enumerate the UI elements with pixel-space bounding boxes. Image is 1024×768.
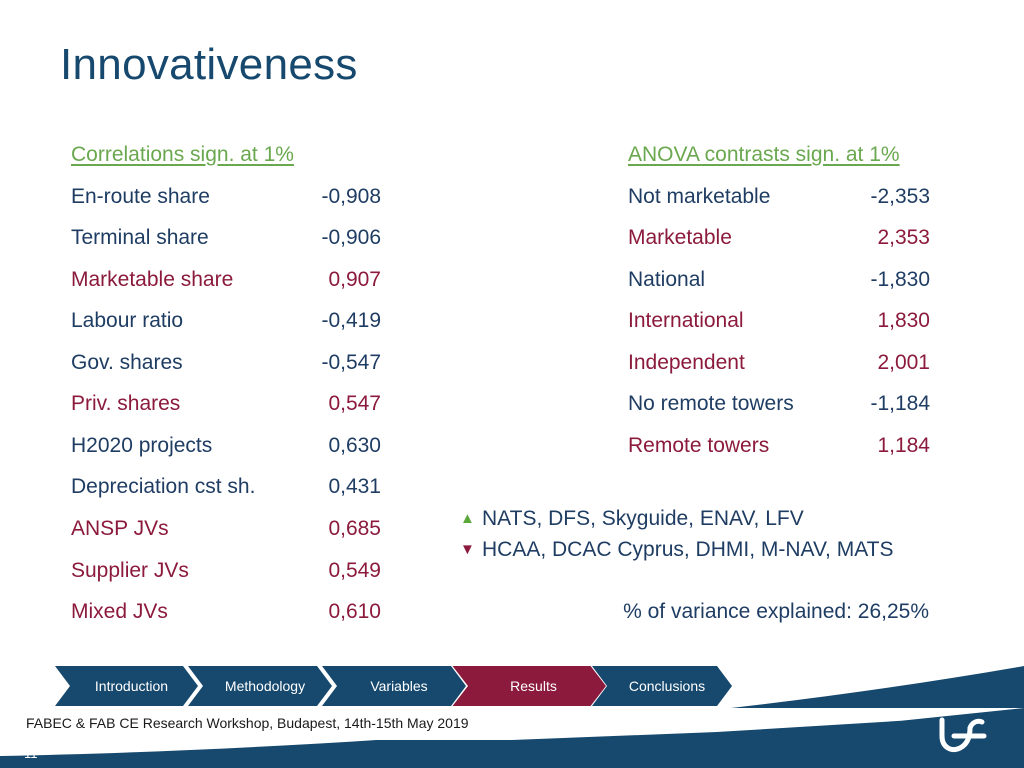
row-label: ANSP JVs <box>71 517 169 540</box>
table-row: Gov. shares -0,547 <box>71 348 381 378</box>
table-row: Supplier JVs 0,549 <box>71 556 381 586</box>
row-value: 0,630 <box>328 434 381 457</box>
row-value: 1,184 <box>877 434 930 457</box>
footer-wave <box>0 666 1024 768</box>
legend-down: ▼ HCAA, DCAC Cyprus, DHMI, M-NAV, MATS <box>460 538 894 562</box>
row-value: -1,184 <box>870 392 930 415</box>
row-label: National <box>628 268 706 291</box>
row-value: 1,830 <box>877 309 930 332</box>
nav-methodology[interactable]: Methodology <box>224 678 306 694</box>
row-value: -0,908 <box>321 185 381 208</box>
row-value: -1,830 <box>870 268 930 291</box>
row-label: Marketable share <box>71 268 234 291</box>
row-value: -2,353 <box>870 185 930 208</box>
table-row: Marketable share 0,907 <box>71 265 381 295</box>
row-label: Depreciation cst sh. <box>71 475 256 498</box>
anova-header: ANOVA contrasts sign. at 1% <box>628 143 900 166</box>
table-row: En-route share -0,908 <box>71 182 381 212</box>
row-value: 2,001 <box>877 351 930 374</box>
row-value: 2,353 <box>877 226 930 249</box>
row-value: -0,547 <box>321 351 381 374</box>
table-row: Priv. shares 0,547 <box>71 389 381 419</box>
table-row: Independent 2,001 <box>628 348 930 378</box>
correlations-header: Correlations sign. at 1% <box>71 143 294 166</box>
organization-logo-icon <box>939 717 987 752</box>
table-row: ANSP JVs 0,685 <box>71 514 381 544</box>
triangle-down-icon: ▼ <box>460 541 475 558</box>
row-label: Gov. shares <box>71 351 183 374</box>
row-value: 0,907 <box>328 268 381 291</box>
table-row: International 1,830 <box>628 306 930 336</box>
nav-conclusions[interactable]: Conclusions <box>628 678 706 694</box>
table-row: No remote towers -1,184 <box>628 389 930 419</box>
variance-explained: % of variance explained: 26,25% <box>623 600 929 623</box>
row-value: 0,610 <box>328 600 381 623</box>
table-row: Marketable 2,353 <box>628 223 930 253</box>
nav-variables[interactable]: Variables <box>370 678 428 694</box>
legend-up-text: NATS, DFS, Skyguide, ENAV, LFV <box>482 507 804 530</box>
nav-shapes <box>55 666 732 706</box>
row-value: 0,547 <box>328 392 381 415</box>
row-label: En-route share <box>71 185 210 208</box>
page-number: 11 <box>24 746 38 761</box>
row-value: -0,419 <box>321 309 381 332</box>
table-row: Mixed JVs 0,610 <box>71 597 381 627</box>
row-label: Labour ratio <box>71 309 184 332</box>
table-row: Remote towers 1,184 <box>628 431 930 461</box>
row-label: International <box>628 309 744 332</box>
row-label: Mixed JVs <box>71 600 168 623</box>
triangle-up-icon: ▲ <box>460 510 475 527</box>
table-row: H2020 projects 0,630 <box>71 431 381 461</box>
row-label: Not marketable <box>628 185 771 208</box>
row-value: 0,549 <box>328 559 381 582</box>
table-row: Not marketable -2,353 <box>628 182 930 212</box>
row-label: Marketable <box>628 226 732 249</box>
table-row: Depreciation cst sh. 0,431 <box>71 472 381 502</box>
row-label: Independent <box>628 351 745 374</box>
legend-down-text: HCAA, DCAC Cyprus, DHMI, M-NAV, MATS <box>482 538 894 561</box>
row-label: Priv. shares <box>71 392 181 415</box>
row-label: Terminal share <box>71 226 209 249</box>
footer-text: FABEC & FAB CE Research Workshop, Budape… <box>26 715 469 731</box>
legend-up: ▲ NATS, DFS, Skyguide, ENAV, LFV <box>460 507 804 531</box>
row-label: Supplier JVs <box>71 559 189 582</box>
slide-title: Innovativeness <box>60 40 358 89</box>
nav-introduction[interactable]: Introduction <box>94 678 169 694</box>
table-row: National -1,830 <box>628 265 930 295</box>
row-label: Remote towers <box>628 434 770 457</box>
table-row: Labour ratio -0,419 <box>71 306 381 336</box>
row-value: 0,685 <box>328 517 381 540</box>
row-label: H2020 projects <box>71 434 213 457</box>
row-label: No remote towers <box>628 392 794 415</box>
nav-results[interactable]: Results <box>510 678 557 694</box>
table-row: Terminal share -0,906 <box>71 223 381 253</box>
row-value: -0,906 <box>321 226 381 249</box>
row-value: 0,431 <box>328 475 381 498</box>
